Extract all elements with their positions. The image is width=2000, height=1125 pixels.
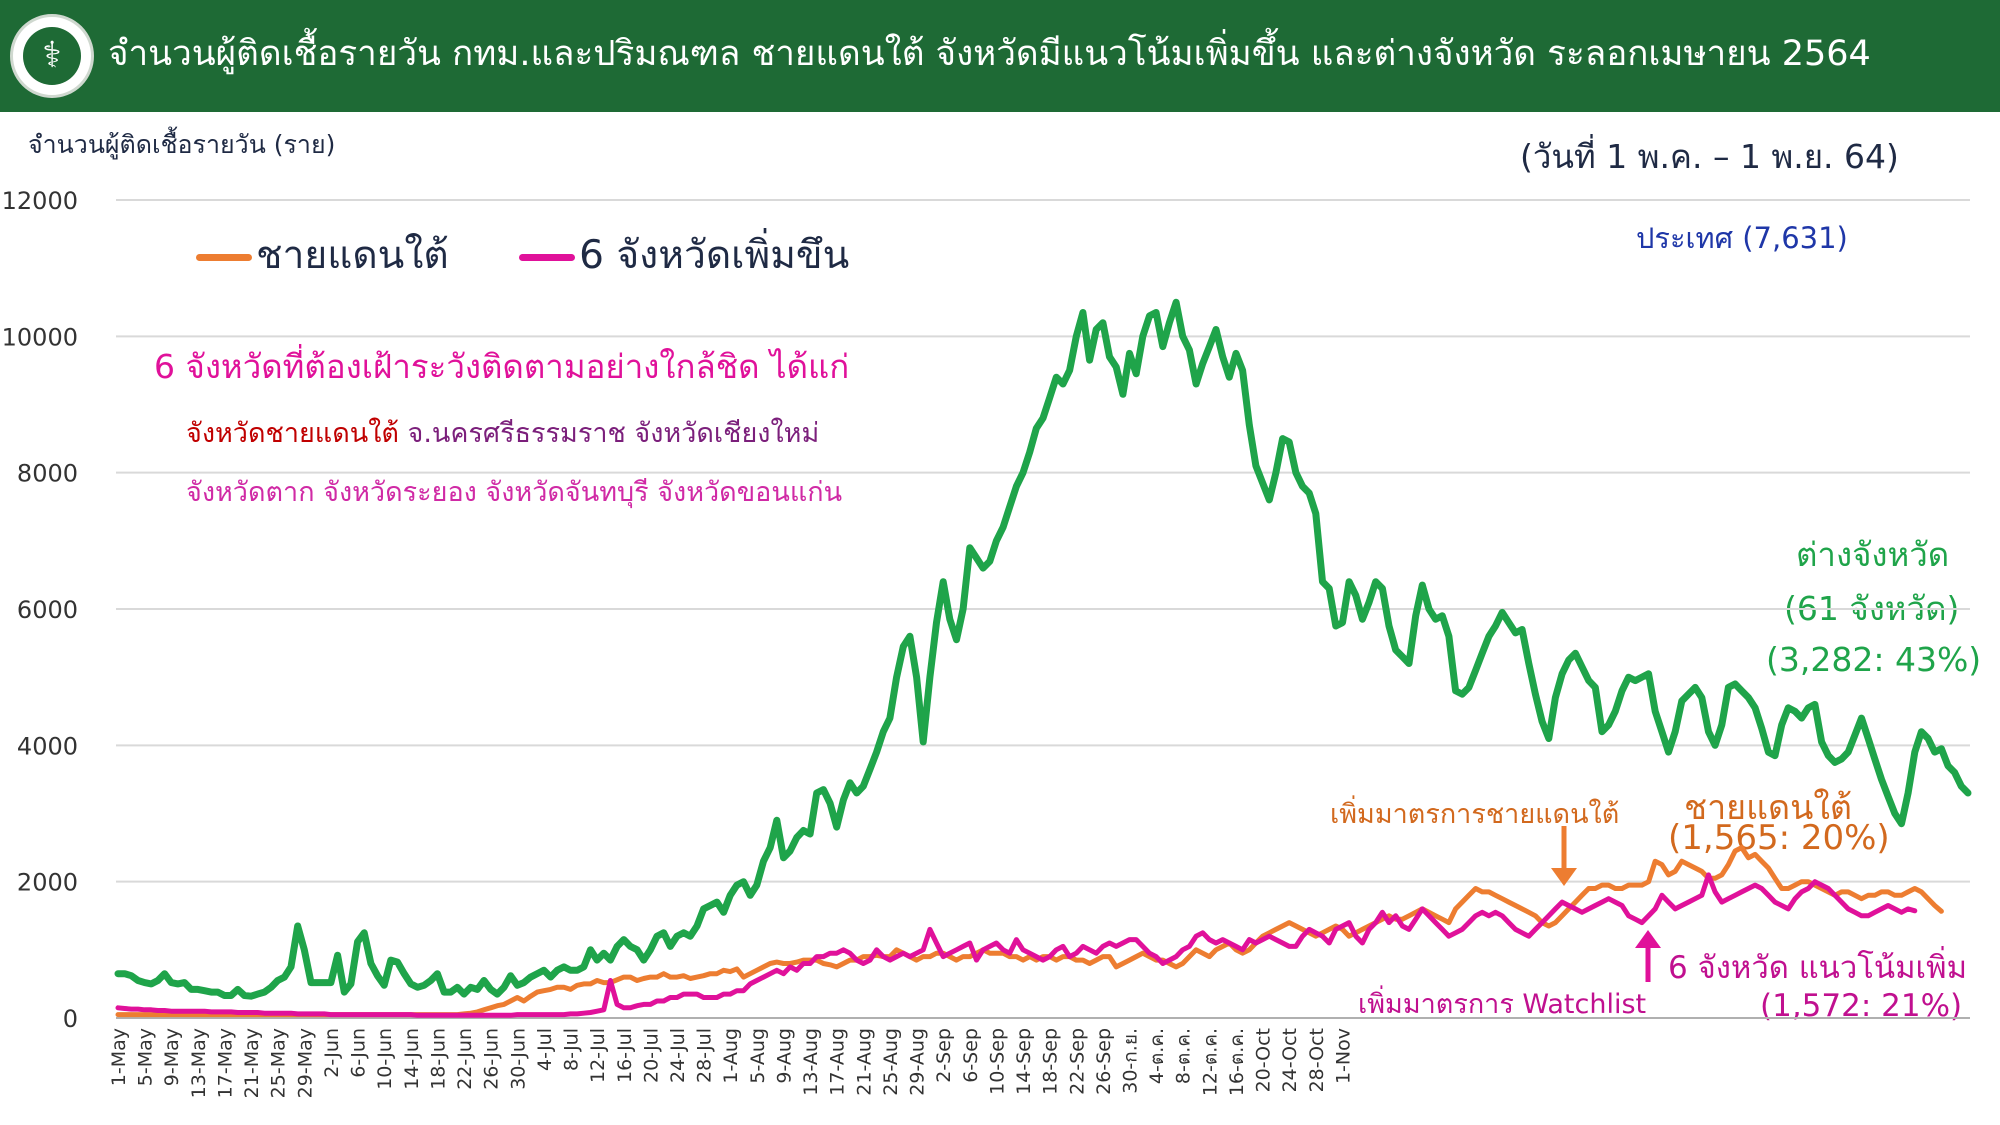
x-tick-label: 25-May	[268, 1028, 290, 1098]
x-tick-label: 4-Jul	[534, 1028, 556, 1071]
six-provinces-label-1: 6 จังหวัด แนวโน้มเพิ่ม	[1668, 950, 1968, 986]
x-tick-label: 14-Jun	[401, 1028, 423, 1090]
y-tick-label: 12000	[2, 187, 78, 215]
x-tick-label: 12-Jul	[587, 1028, 609, 1083]
title-bar: ⚕ จำนวนผู้ติดเชื้อรายวัน กทม.และปริมณฑล …	[0, 0, 2000, 112]
x-tick-label: 20-Jul	[640, 1028, 662, 1083]
y-tick-label: 2000	[17, 869, 78, 897]
x-tick-label: 22-Sep	[1066, 1028, 1088, 1095]
y-tick-label: 4000	[17, 732, 78, 760]
south-label-1: ชายแดนใต้	[1684, 788, 1853, 828]
x-tick-label: 26-Jun	[481, 1028, 503, 1090]
x-tick-label: 2-Jun	[321, 1028, 343, 1078]
y-tick-label: 6000	[17, 596, 78, 624]
upcountry-label-1: ต่างจังหวัด	[1796, 535, 1950, 574]
x-tick-label: 30-ก.ย.	[1120, 1028, 1142, 1094]
note-line-2: จังหวัดชายแดนใต้ จ.นครศรีธรรมราช จังหวัด…	[186, 411, 849, 454]
x-tick-label: 16-ต.ค.	[1226, 1028, 1248, 1096]
series-line-six-provinces	[115, 872, 1918, 1018]
x-tick-label: 17-May	[214, 1028, 236, 1098]
series-layer	[114, 298, 1972, 1018]
y-tick-labels: 0 2000 4000 6000 8000 10000 12000	[2, 187, 78, 1033]
x-tick-label: 26-Sep	[1093, 1028, 1115, 1095]
x-tick-label: 13-Aug	[800, 1028, 822, 1096]
x-tick-label: 28-Oct	[1306, 1028, 1328, 1092]
x-tick-label: 21-May	[241, 1028, 263, 1098]
x-tick-label: 22-Jun	[454, 1028, 476, 1090]
x-tick-label: 9-Aug	[773, 1028, 795, 1084]
y-tick-label: 0	[63, 1005, 78, 1033]
x-tick-label: 1-May	[108, 1028, 130, 1086]
x-tick-label: 17-Aug	[827, 1028, 849, 1096]
south-measure-arrow	[1551, 826, 1577, 886]
watchlist-measure-label: เพิ่มมาตรการ Watchlist	[1358, 989, 1647, 1020]
legend-label-south: ชายแดนใต้	[256, 233, 449, 278]
x-tick-label: 10-Sep	[986, 1028, 1008, 1095]
x-tick-label: 25-Aug	[880, 1028, 902, 1096]
south-label-2: (1,565: 20%)	[1668, 818, 1890, 858]
x-tick-label: 18-Jun	[427, 1028, 449, 1090]
note-line-1: 6 จังหวัดที่ต้องเฝ้าระวังติดตามอย่างใกล้…	[154, 347, 850, 386]
x-tick-label: 6-Jun	[348, 1028, 370, 1078]
legend-swatch-six-provinces	[519, 254, 576, 261]
x-tick-label: 29-May	[294, 1028, 316, 1098]
x-tick-label: 28-Jul	[694, 1028, 716, 1083]
series-line-upcountry	[114, 298, 1972, 1000]
x-tick-label: 14-Sep	[1013, 1028, 1035, 1095]
ministry-emblem-icon: ⚕	[23, 27, 81, 85]
x-tick-label: 5-May	[135, 1028, 157, 1086]
x-tick-label: 9-May	[161, 1028, 183, 1086]
note-line-2-highlight: จังหวัดชายแดนใต้	[186, 418, 399, 449]
x-tick-label: 29-Aug	[907, 1028, 929, 1096]
x-tick-label: 16-Jul	[614, 1028, 636, 1083]
legend-swatch-south	[196, 254, 252, 261]
date-range: (วันที่ 1 พ.ค. – 1 พ.ย. 64)	[1520, 137, 1899, 176]
x-tick-label: 30-Jun	[507, 1028, 529, 1090]
x-tick-label: 8-ต.ค.	[1173, 1028, 1195, 1084]
legend-label-six-provinces: 6 จังหวัดเพิ่มขึน	[579, 233, 850, 278]
x-tick-label: 8-Jul	[561, 1028, 583, 1071]
x-tick-label: 20-Oct	[1253, 1028, 1275, 1092]
y-axis-title: จำนวนผู้ติดเชื้อรายวัน (ราย)	[28, 130, 336, 159]
upcountry-label-3: (3,282: 43%)	[1766, 640, 1982, 679]
legend: ชายแดนใต้ 6 จังหวัดเพิ่มขึน	[196, 224, 907, 286]
x-tick-label: 5-Aug	[747, 1028, 769, 1084]
x-tick-label: 18-Sep	[1040, 1028, 1062, 1095]
x-tick-label: 1-Nov	[1332, 1028, 1354, 1084]
series-line-south	[115, 845, 1944, 1018]
y-tick-label: 8000	[17, 460, 78, 488]
x-tick-label: 2-Sep	[933, 1028, 955, 1083]
south-measure-label: เพิ่มมาตรการชายแดนใต้	[1330, 799, 1620, 830]
y-tick-label: 10000	[2, 323, 78, 351]
x-tick-label: 1-Aug	[720, 1028, 742, 1084]
country-total-label: ประเทศ (7,631)	[1636, 221, 1848, 255]
x-tick-label: 21-Aug	[853, 1028, 875, 1096]
x-tick-label: 24-Oct	[1279, 1028, 1301, 1092]
page-title: จำนวนผู้ติดเชื้อรายวัน กทม.และปริมณฑล ชา…	[108, 34, 1871, 74]
x-tick-label: 4-ต.ค.	[1146, 1028, 1168, 1084]
x-tick-label: 6-Sep	[960, 1028, 982, 1083]
x-tick-label: 24-Jul	[667, 1028, 689, 1083]
legend-item-south: ชายแดนใต้	[196, 224, 449, 286]
x-tick-label: 12-ต.ค.	[1199, 1028, 1221, 1096]
watch-provinces-note: 6 จังหวัดที่ต้องเฝ้าระวังติดตามอย่างใกล้…	[150, 340, 849, 513]
x-tick-labels: 1-May 5-May 9-May 13-May 17-May 21-May 25-May 2…	[108, 1028, 1354, 1098]
x-tick-label: 10-Jun	[374, 1028, 396, 1090]
x-tick-label: 13-May	[188, 1028, 210, 1098]
gridlines	[116, 199, 1970, 1019]
note-line-2-rest: จ.นครศรีธรรมราช จังหวัดเชียงใหม่	[398, 418, 820, 449]
ministry-logo: ⚕	[10, 14, 94, 98]
note-line-3: จังหวัดตาก จังหวัดระยอง จังหวัดจันทบุรี …	[186, 477, 843, 508]
watchlist-measure-arrow	[1635, 930, 1661, 982]
legend-item-six-provinces: 6 จังหวัดเพิ่มขึน	[519, 224, 849, 286]
arrow-layer	[1551, 826, 1661, 982]
